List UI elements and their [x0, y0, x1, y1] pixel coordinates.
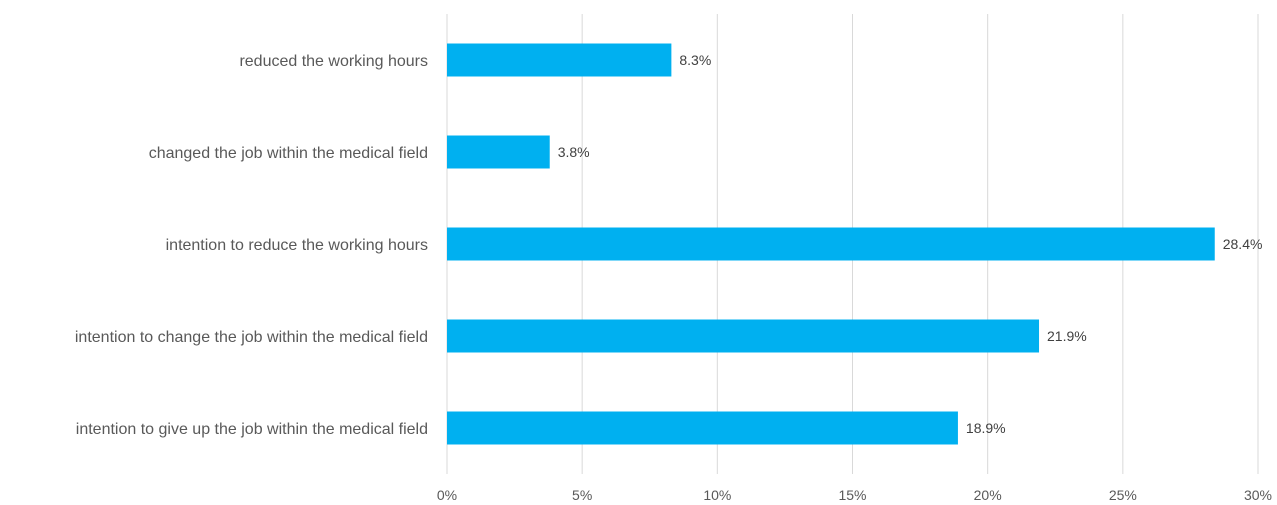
- category-label: intention to reduce the working hours: [166, 237, 428, 254]
- category-label: changed the job within the medical field: [149, 145, 428, 162]
- bar: [447, 43, 672, 77]
- bar: [447, 135, 550, 169]
- data-label: 8.3%: [679, 52, 711, 68]
- x-tick-label: 10%: [703, 487, 731, 503]
- data-label: 18.9%: [966, 420, 1006, 436]
- category-label: reduced the working hours: [239, 53, 428, 70]
- data-label: 21.9%: [1047, 328, 1087, 344]
- category-label: intention to change the job within the m…: [75, 329, 428, 346]
- bar: [447, 411, 958, 445]
- x-tick-label: 0%: [437, 487, 457, 503]
- x-tick-label: 5%: [572, 487, 592, 503]
- x-tick-label: 15%: [838, 487, 866, 503]
- data-label: 3.8%: [558, 144, 590, 160]
- x-axis-tick-labels: 0% 5% 10% 15% 20% 25% 30%: [437, 487, 1272, 503]
- data-label: 28.4%: [1223, 236, 1263, 252]
- x-tick-label: 25%: [1109, 487, 1137, 503]
- data-labels: 8.3% 3.8% 28.4% 21.9% 18.9%: [558, 52, 1263, 436]
- bar: [447, 319, 1040, 353]
- category-label: intention to give up the job within the …: [76, 421, 428, 438]
- x-tick-label: 30%: [1244, 487, 1272, 503]
- category-labels: reduced the working hours changed the job…: [75, 53, 428, 438]
- bar: [447, 227, 1215, 261]
- bars: [447, 43, 1215, 445]
- x-tick-label: 20%: [974, 487, 1002, 503]
